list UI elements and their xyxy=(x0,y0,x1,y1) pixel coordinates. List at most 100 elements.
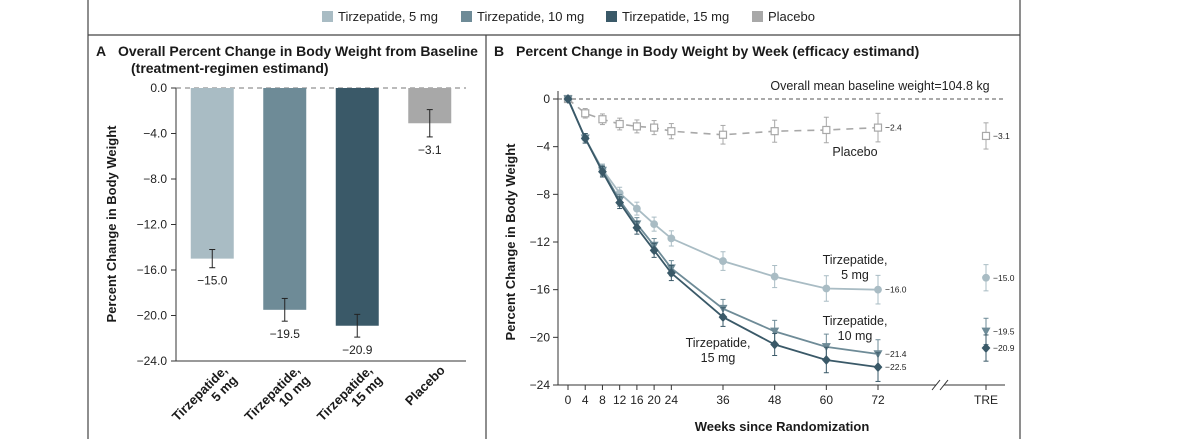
axis-break-mark xyxy=(939,379,949,391)
series-name-label: Tirzepatide, 10 mg xyxy=(823,314,888,343)
panel-b-letter: B xyxy=(494,43,504,59)
data-point xyxy=(649,245,659,256)
panel-a-y-tick-label: −16.0 xyxy=(137,263,168,277)
panel-b-y-tick-label: −12 xyxy=(530,235,551,249)
panel-a-title: Overall Percent Change in Body Weight fr… xyxy=(118,43,478,59)
panel-b-xlabel: Weeks since Randomization xyxy=(695,419,870,434)
outer-frame xyxy=(87,0,1021,439)
data-point xyxy=(667,234,676,243)
data-point xyxy=(719,257,727,265)
bar xyxy=(335,88,379,326)
series-end-label: −22.5 xyxy=(885,362,907,372)
data-point xyxy=(821,355,831,365)
tre-value-label: −15.0 xyxy=(993,273,1015,283)
category-label-line: Placebo xyxy=(402,362,448,408)
panel-b-x-tick-label: TRE xyxy=(974,393,998,407)
category-label: Tirzepatide,15 mg xyxy=(314,362,385,433)
bar xyxy=(263,88,307,310)
category-label: Tirzepatide,10 mg xyxy=(241,362,312,433)
panel-b-y-tick-label: −20 xyxy=(530,330,551,344)
data-point xyxy=(718,312,728,323)
legend-label-placebo: Placebo xyxy=(768,9,815,24)
panel-b-x-tick-label: 60 xyxy=(820,393,834,407)
data-point xyxy=(822,284,831,293)
data-point xyxy=(667,127,676,136)
data-point xyxy=(981,343,991,354)
bar-value-label: −3.1 xyxy=(418,143,442,157)
panel-b-x-tick-label: 12 xyxy=(613,393,627,407)
panel-b-x-tick-label: 8 xyxy=(599,393,606,407)
panel-b-x-tick-label: 4 xyxy=(582,393,589,407)
series-name-label: Tirzepatide, 15 mg xyxy=(686,336,751,365)
bar-value-label: −15.0 xyxy=(197,274,228,288)
series-name-line: Tirzepatide, xyxy=(823,253,888,267)
panel-a-y-tick-label: −20.0 xyxy=(137,309,168,323)
data-point xyxy=(615,197,625,208)
data-point xyxy=(770,327,780,336)
legend: Tirzepatide, 5 mg Tirzepatide, 10 mg Tir… xyxy=(322,9,815,24)
panel-b-x-tick-label: 36 xyxy=(716,393,730,407)
panel-b-y-tick-label: −16 xyxy=(530,283,551,297)
axis-break-mark xyxy=(931,379,941,391)
legend-label-10mg: Tirzepatide, 10 mg xyxy=(477,9,584,24)
data-point xyxy=(770,339,780,350)
baseline-annotation: Overall mean baseline weight=104.8 kg xyxy=(770,79,989,93)
data-point xyxy=(580,133,590,144)
data-point xyxy=(981,131,991,141)
data-point xyxy=(650,123,659,132)
tre-value-label: −19.5 xyxy=(993,326,1015,336)
panel-b-plot: 0−4−8−12−16−20−240 4 8 12 16 20 24 36 48 60 72 TRE−… xyxy=(530,91,1015,407)
data-point xyxy=(770,127,779,136)
panel-a-plot: 0.0 −4.0 −8.0 −12.0 −16.0 −20.0 −24.0 −15.0 Tirz… xyxy=(137,81,466,433)
panel-b-y-tick-label: −24 xyxy=(530,378,551,392)
series-name-label: Tirzepatide, 5 mg xyxy=(823,253,888,282)
data-point xyxy=(650,220,659,229)
category-label: Tirzepatide,5 mg xyxy=(169,362,240,433)
data-point xyxy=(981,327,991,336)
series-name-line: Tirzepatide, xyxy=(823,314,888,328)
data-point xyxy=(615,119,624,129)
data-point xyxy=(874,285,882,294)
panel-a-y-tick-label: −24.0 xyxy=(137,354,168,368)
panel-a-y-tick-label: 0.0 xyxy=(150,81,167,95)
data-point xyxy=(632,204,641,213)
panel-b-x-tick-label: 24 xyxy=(665,393,679,407)
panel-b-x-tick-label: 20 xyxy=(647,393,661,407)
tre-value-label: −3.1 xyxy=(993,131,1010,141)
legend-label-15mg: Tirzepatide, 15 mg xyxy=(622,9,729,24)
series-name-line: 10 mg xyxy=(838,329,873,343)
data-point xyxy=(666,268,676,278)
panel-a-y-tick-label: −4.0 xyxy=(143,127,167,141)
bar-value-label: −20.9 xyxy=(342,343,373,357)
legend-swatch-15mg xyxy=(606,11,617,22)
tre-value-label: −20.9 xyxy=(993,343,1015,353)
legend-swatch-10mg xyxy=(461,11,472,22)
series-name-line: 5 mg xyxy=(841,268,869,282)
panel-b-x-tick-label: 72 xyxy=(871,393,885,407)
legend-swatch-placebo xyxy=(752,11,763,22)
panel-b-ylabel: Percent Change in Body Weight xyxy=(503,143,518,341)
panel-a-subtitle: (treatment-regimen estimand) xyxy=(131,60,329,76)
data-point xyxy=(822,125,831,135)
panel-a-y-tick-label: −12.0 xyxy=(137,218,168,232)
data-point xyxy=(873,123,883,132)
panel-a-y-tick-label: −8.0 xyxy=(143,172,167,186)
series-name-line: Tirzepatide, xyxy=(686,336,751,350)
panel-b-x-tick-label: 16 xyxy=(630,393,644,407)
data-point xyxy=(718,130,728,139)
series-name-label: Placebo xyxy=(832,145,877,159)
data-point xyxy=(873,362,883,373)
bar-value-label: −19.5 xyxy=(270,327,301,341)
series-name-line: 15 mg xyxy=(701,351,736,365)
series-name-line: Placebo xyxy=(832,145,877,159)
bar xyxy=(190,88,234,259)
series-end-label: −2.4 xyxy=(885,123,902,133)
data-point xyxy=(770,272,779,281)
panel-b-y-tick-label: −4 xyxy=(536,140,550,154)
data-point xyxy=(632,122,641,131)
data-point xyxy=(598,115,607,124)
data-point xyxy=(982,273,990,282)
panel-b-y-tick-label: −8 xyxy=(536,187,550,201)
legend-label-5mg: Tirzepatide, 5 mg xyxy=(338,9,438,24)
